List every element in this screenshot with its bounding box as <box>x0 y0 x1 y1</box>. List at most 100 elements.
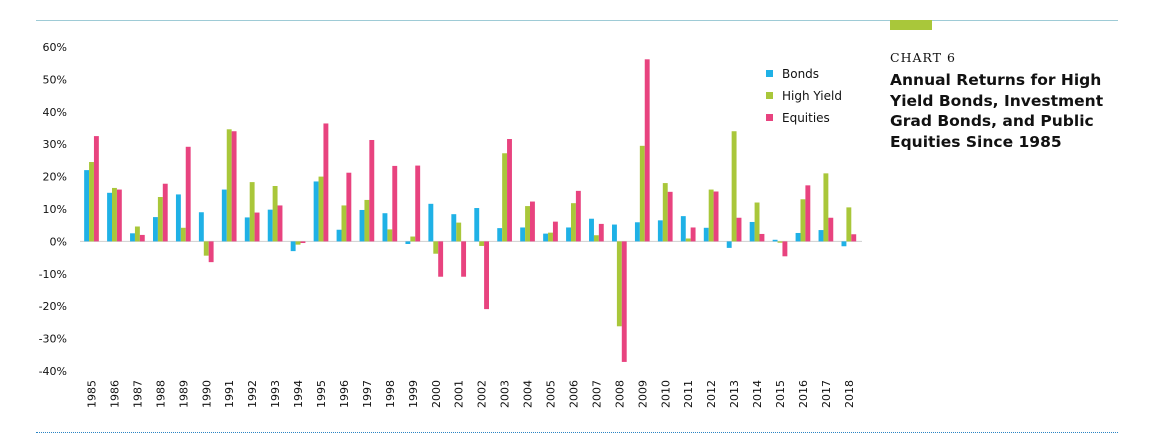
bar-high-yield-1985 <box>89 162 94 242</box>
x-tick-label: 2008 <box>613 380 626 408</box>
x-tick-label: 2012 <box>705 380 718 408</box>
y-tick-label: -40% <box>39 365 67 378</box>
bar-equities-2011 <box>690 227 696 242</box>
y-tick-label: -30% <box>39 333 67 346</box>
x-tick-label: 1995 <box>315 380 328 408</box>
x-tick-label: 2014 <box>751 380 764 408</box>
legend-label-bonds: Bonds <box>782 67 819 81</box>
y-tick-label: 60% <box>43 41 67 54</box>
bar-bonds-1998 <box>382 213 388 242</box>
bar-bonds-1990 <box>198 212 204 242</box>
bar-equities-2000 <box>438 241 444 277</box>
bar-bonds-1994 <box>290 241 296 252</box>
bar-high-yield-2000 <box>433 241 439 254</box>
x-tick-label: 2000 <box>430 380 443 408</box>
bar-group-1993 <box>267 186 283 242</box>
x-tick-label: 1991 <box>223 380 236 408</box>
bar-high-yield-2002 <box>479 241 485 246</box>
bar-group-2002 <box>474 208 489 310</box>
bar-group-2007 <box>589 218 604 242</box>
bar-group-1999 <box>405 165 421 244</box>
y-tick-label: 30% <box>43 138 67 151</box>
top-divider <box>36 20 1118 21</box>
bar-high-yield-2003 <box>502 153 508 242</box>
bar-high-yield-2012 <box>708 189 714 242</box>
bar-bonds-1989 <box>175 194 181 242</box>
bar-bonds-1991 <box>221 189 227 242</box>
bar-group-1998 <box>382 165 398 242</box>
bar-bonds-2006 <box>566 227 571 242</box>
bar-high-yield-1997 <box>364 199 370 242</box>
bar-bonds-1993 <box>267 209 273 242</box>
bar-bonds-1985 <box>84 170 90 242</box>
bottom-divider <box>36 432 1118 433</box>
chart-title: Annual Returns for High Yield Bonds, Inv… <box>890 71 1104 151</box>
bar-bonds-2016 <box>795 232 801 242</box>
chart-legend: Bonds High Yield Equities <box>766 67 842 125</box>
bar-group-2005 <box>543 221 558 242</box>
bar-group-1994 <box>290 241 306 252</box>
bar-groups <box>84 59 857 362</box>
x-tick-label: 1997 <box>361 380 374 408</box>
bar-equities-1992 <box>254 212 260 242</box>
x-tick-label: 1999 <box>407 380 420 408</box>
bar-equities-1991 <box>231 131 237 242</box>
x-tick-label: 1994 <box>292 380 305 408</box>
legend-swatch-high-yield <box>766 92 773 99</box>
bar-bonds-2005 <box>543 233 549 242</box>
bar-bonds-2000 <box>428 203 434 242</box>
bar-bonds-2014 <box>749 221 755 242</box>
bar-bonds-1997 <box>359 209 365 242</box>
x-tick-label: 2018 <box>843 380 856 408</box>
x-tick-label: 2015 <box>774 380 787 408</box>
bar-group-2018 <box>841 207 857 247</box>
bar-bonds-1996 <box>336 229 342 242</box>
bar-equities-2002 <box>484 241 489 310</box>
chart-kicker: CHART 6 <box>890 50 956 65</box>
y-tick-label: -10% <box>39 268 67 281</box>
bar-group-1996 <box>336 172 352 242</box>
bar-group-1985 <box>84 136 99 242</box>
x-tick-label: 2017 <box>820 380 833 408</box>
y-axis-ticks: 60% 50% 40% 30% 20% 10% 0% -10% -20% -30% -40% <box>39 41 67 378</box>
bar-group-2004 <box>520 201 535 242</box>
bar-bonds-2002 <box>474 208 480 242</box>
bar-group-2017 <box>818 173 834 242</box>
bar-bonds-1986 <box>107 192 112 242</box>
x-tick-label: 2006 <box>567 380 580 408</box>
bar-bonds-2007 <box>589 218 594 242</box>
bar-group-2016 <box>795 185 811 242</box>
bar-high-yield-2014 <box>754 202 760 242</box>
bar-high-yield-2016 <box>800 199 806 242</box>
bar-high-yield-2011 <box>685 238 691 242</box>
bar-equities-1999 <box>415 165 421 242</box>
bar-bonds-2004 <box>520 227 526 242</box>
bar-equities-2004 <box>530 201 535 242</box>
bar-bonds-2010 <box>657 220 663 242</box>
x-tick-label: 1998 <box>384 380 397 408</box>
bar-bonds-1999 <box>405 241 411 244</box>
legend-label-high-yield: High Yield <box>782 89 842 103</box>
bar-equities-1989 <box>185 146 191 242</box>
bar-equities-2017 <box>828 217 834 242</box>
bar-group-1986 <box>107 187 122 242</box>
bar-equities-1996 <box>346 172 352 242</box>
bar-equities-1988 <box>162 183 168 242</box>
bar-group-2011 <box>680 216 696 242</box>
bar-high-yield-1995 <box>318 176 324 242</box>
bar-high-yield-1998 <box>387 229 393 242</box>
bar-equities-2008 <box>621 241 627 362</box>
bar-equities-2013 <box>736 217 742 242</box>
bar-high-yield-2010 <box>662 183 668 242</box>
bar-group-2008 <box>612 224 627 362</box>
bar-group-2009 <box>634 59 650 242</box>
bar-equities-1998 <box>392 165 398 242</box>
bar-equities-2014 <box>759 233 765 242</box>
bar-equities-2005 <box>552 221 558 242</box>
bar-high-yield-2001 <box>456 222 462 242</box>
bar-high-yield-1994 <box>295 241 301 245</box>
bar-high-yield-1992 <box>249 182 255 242</box>
bar-high-yield-2005 <box>548 232 553 242</box>
bar-equities-1993 <box>277 205 283 242</box>
bar-equities-2007 <box>598 223 604 242</box>
